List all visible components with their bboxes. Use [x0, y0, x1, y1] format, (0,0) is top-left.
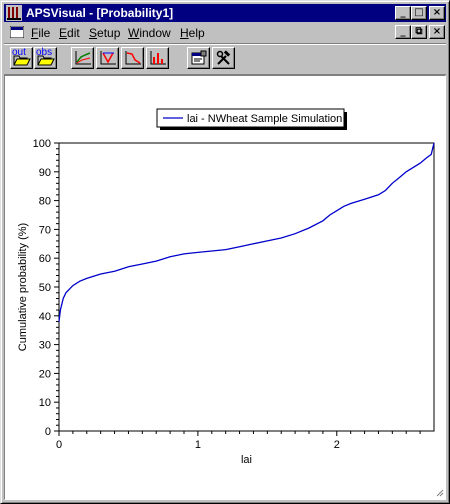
open-obs-button[interactable]: obs — [34, 47, 57, 69]
probability-chart-icon — [100, 51, 116, 65]
properties-icon — [191, 50, 207, 65]
app-icon — [6, 5, 22, 21]
maximize-button[interactable]: □ — [411, 6, 427, 20]
resize-grip[interactable] — [436, 489, 444, 497]
tools-button[interactable] — [212, 47, 235, 69]
menu-window[interactable]: Window — [128, 26, 171, 40]
mdi-minimize-button[interactable]: _ — [395, 25, 411, 39]
menu-bar: File Edit Setup Window Help _ ⧉ × — [4, 23, 446, 42]
y-tick-label: 100 — [33, 138, 51, 150]
title-bar[interactable]: APSVisual - [Probability1] _ □ × — [4, 4, 446, 22]
x-tick-label: 2 — [334, 439, 340, 451]
menu-setup[interactable]: Setup — [89, 26, 121, 40]
hammer-wrench-icon — [216, 50, 231, 65]
exceedance-chart-button[interactable] — [121, 47, 144, 69]
bar-chart-button[interactable] — [146, 47, 169, 69]
folder-open-icon — [13, 55, 31, 66]
plot-frame — [58, 142, 435, 432]
y-tick-label: 40 — [39, 311, 51, 323]
y-tick-label: 80 — [39, 196, 51, 208]
minimize-button[interactable]: _ — [395, 6, 411, 20]
series-line — [58, 142, 435, 322]
y-tick-label: 90 — [39, 167, 51, 179]
menu-help[interactable]: Help — [180, 26, 205, 40]
window-title: APSVisual - [Probability1] — [26, 6, 174, 20]
y-tick-label: 30 — [39, 340, 51, 352]
properties-button[interactable] — [187, 47, 210, 69]
document-icon[interactable] — [10, 26, 24, 38]
mdi-close-button[interactable]: × — [429, 25, 445, 39]
y-tick-label: 60 — [39, 253, 51, 265]
exceedance-chart-icon — [125, 51, 141, 65]
legend-label: lai - NWheat Sample Simulation — [187, 113, 342, 125]
probability-chart: 0 10 20 30 40 50 60 70 80 90 100 0 1 2 lai Cumulative p… — [17, 108, 444, 497]
y-axis-label: Cumulative probability (%) — [17, 223, 29, 351]
mdi-restore-button[interactable]: ⧉ — [411, 25, 427, 39]
chart-area: 0 10 20 30 40 50 60 70 80 90 100 0 1 2 lai Cumulative p… — [4, 75, 446, 500]
close-button[interactable]: × — [429, 6, 445, 20]
y-tick-label: 50 — [39, 282, 51, 294]
folder-open-icon — [37, 55, 55, 66]
line-chart-button[interactable] — [71, 47, 94, 69]
y-tick-label: 70 — [39, 224, 51, 236]
open-out-button[interactable]: out — [10, 47, 33, 69]
x-tick-label: 1 — [195, 439, 201, 451]
y-tick-label: 10 — [39, 397, 51, 409]
open-out-label: out — [12, 47, 26, 58]
menu-edit[interactable]: Edit — [59, 26, 80, 40]
y-tick-label: 0 — [45, 426, 51, 438]
open-obs-label: obs — [36, 47, 53, 58]
toolbar: out obs — [4, 43, 446, 75]
bar-chart-icon — [150, 51, 166, 65]
x-axis-label: lai — [241, 454, 252, 466]
legend-box — [156, 108, 345, 128]
y-tick-label: 20 — [39, 368, 51, 380]
line-chart-icon — [75, 51, 91, 65]
x-tick-label: 0 — [56, 439, 62, 451]
menu-file[interactable]: File — [31, 26, 51, 40]
probability-chart-button[interactable] — [96, 47, 119, 69]
